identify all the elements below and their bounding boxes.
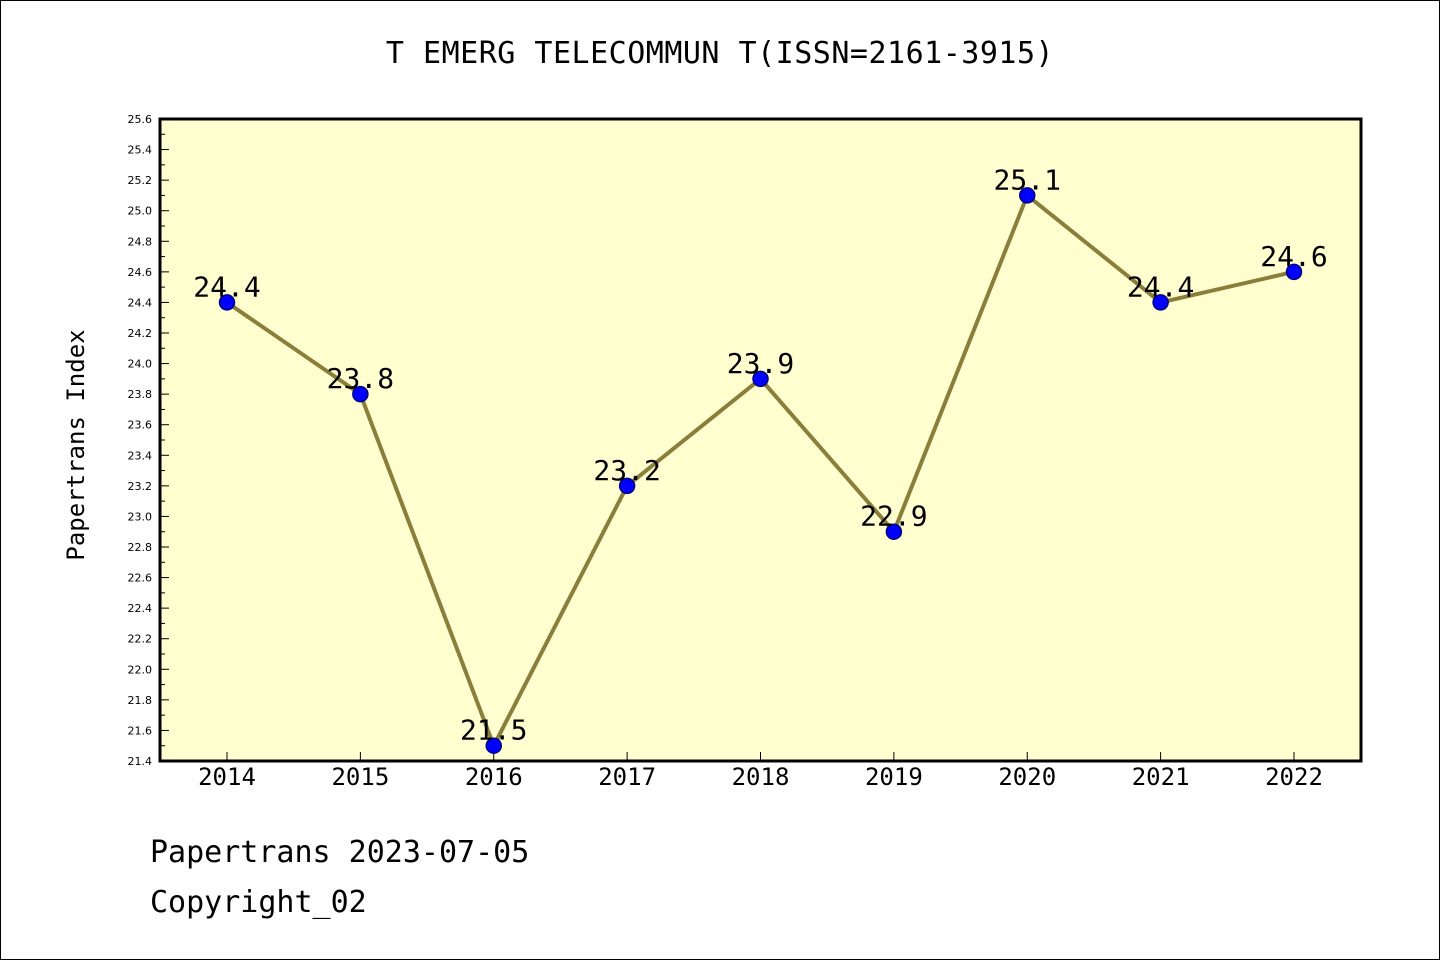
data-point <box>885 523 903 540</box>
data-point <box>618 477 636 495</box>
data-label: 23.2 <box>593 454 660 487</box>
x-tick-label: 2014 <box>198 763 256 791</box>
y-tick-label: 25.6 <box>128 113 153 126</box>
x-tick-label: 2015 <box>331 763 389 791</box>
y-tick-label: 23.8 <box>128 388 153 401</box>
data-label: 24.6 <box>1260 240 1327 273</box>
x-tick-label: 2021 <box>1132 763 1190 791</box>
x-tick-label: 2022 <box>1265 763 1323 791</box>
y-tick-label: 23.2 <box>128 480 153 493</box>
data-point <box>485 737 502 754</box>
y-tick-label: 23.4 <box>128 449 153 462</box>
data-point <box>1152 294 1169 311</box>
y-tick-label: 22.4 <box>128 602 153 615</box>
plot-area <box>158 117 1363 763</box>
y-tick-label: 24.8 <box>128 235 153 248</box>
y-tick-label: 23.0 <box>128 510 153 523</box>
y-tick-label: 22.6 <box>128 572 153 585</box>
data-point <box>218 294 236 311</box>
x-tick-label: 2018 <box>732 763 790 791</box>
y-tick-label: 22.2 <box>128 633 153 646</box>
footer-copyright: Copyright_02 <box>150 885 367 920</box>
data-point <box>352 385 369 403</box>
y-tick-label: 24.4 <box>128 296 153 309</box>
footer-date: Papertrans 2023-07-05 <box>150 835 530 870</box>
data-label: 24.4 <box>1127 270 1194 303</box>
y-tick-label: 21.6 <box>128 724 153 737</box>
y-tick-label: 25.0 <box>128 205 153 218</box>
data-label: 21.5 <box>460 714 527 747</box>
data-label: 22.9 <box>860 500 927 533</box>
y-tick-label: 24.2 <box>128 327 153 340</box>
data-point <box>1019 187 1036 204</box>
data-label: 23.9 <box>727 347 794 380</box>
y-tick-label: 25.2 <box>128 174 153 187</box>
y-tick-label: 22.0 <box>128 663 153 676</box>
data-label: 23.8 <box>327 362 394 395</box>
y-tick-label: 24.0 <box>128 358 153 371</box>
y-tick-label: 21.8 <box>128 694 153 707</box>
y-tick-label: 23.6 <box>128 419 153 432</box>
x-tick-label: 2019 <box>865 763 923 791</box>
y-tick-label: 25.4 <box>128 144 153 157</box>
y-tick-label: 24.6 <box>128 266 153 279</box>
y-tick-label: 21.4 <box>128 755 153 768</box>
x-tick-label: 2016 <box>465 763 523 791</box>
chart-title: T EMERG TELECOMMUN T(ISSN=2161-3915) <box>385 36 1055 71</box>
data-point <box>752 370 769 388</box>
y-tick-label: 22.8 <box>128 541 153 554</box>
data-label: 24.4 <box>193 270 260 303</box>
x-tick-label: 2017 <box>598 763 656 791</box>
data-point <box>1285 263 1303 281</box>
data-label: 25.1 <box>994 163 1061 196</box>
x-tick-label: 2020 <box>998 763 1056 791</box>
